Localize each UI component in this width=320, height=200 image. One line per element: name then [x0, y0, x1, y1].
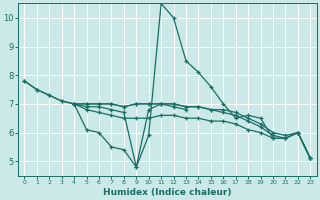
X-axis label: Humidex (Indice chaleur): Humidex (Indice chaleur): [103, 188, 232, 197]
